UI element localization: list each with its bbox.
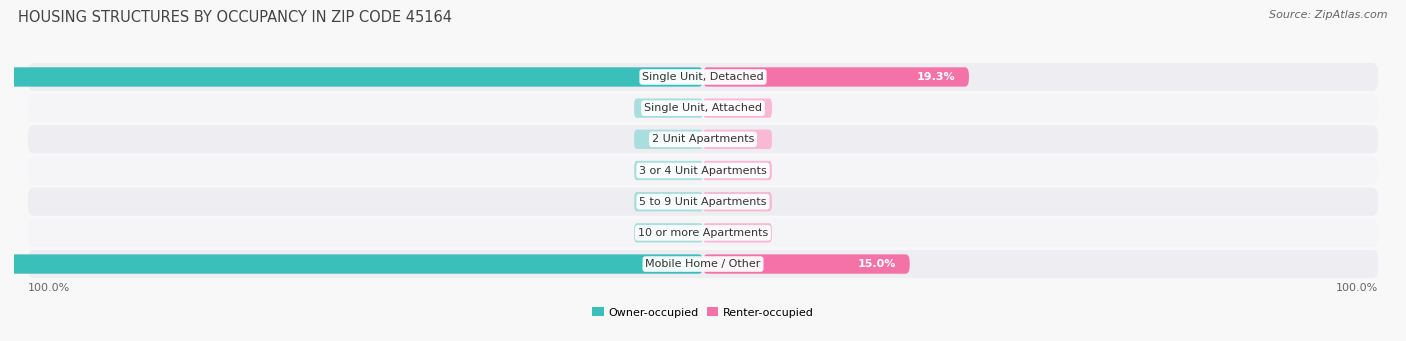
FancyBboxPatch shape — [634, 161, 703, 180]
Text: HOUSING STRUCTURES BY OCCUPANCY IN ZIP CODE 45164: HOUSING STRUCTURES BY OCCUPANCY IN ZIP C… — [18, 10, 453, 25]
Text: 10 or more Apartments: 10 or more Apartments — [638, 228, 768, 238]
Text: 0.0%: 0.0% — [654, 103, 682, 113]
FancyBboxPatch shape — [28, 219, 1378, 247]
FancyBboxPatch shape — [634, 130, 703, 149]
Text: 100.0%: 100.0% — [28, 283, 70, 293]
Text: Single Unit, Attached: Single Unit, Attached — [644, 103, 762, 113]
Text: 0.0%: 0.0% — [724, 228, 752, 238]
FancyBboxPatch shape — [28, 125, 1378, 153]
Text: Single Unit, Detached: Single Unit, Detached — [643, 72, 763, 82]
Text: 100.0%: 100.0% — [1336, 283, 1378, 293]
FancyBboxPatch shape — [703, 99, 772, 118]
Text: 0.0%: 0.0% — [724, 197, 752, 207]
Legend: Owner-occupied, Renter-occupied: Owner-occupied, Renter-occupied — [588, 303, 818, 322]
FancyBboxPatch shape — [28, 250, 1378, 278]
FancyBboxPatch shape — [703, 223, 772, 242]
Text: 0.0%: 0.0% — [724, 165, 752, 176]
FancyBboxPatch shape — [703, 254, 910, 274]
Text: 19.3%: 19.3% — [917, 72, 955, 82]
FancyBboxPatch shape — [0, 254, 703, 274]
FancyBboxPatch shape — [703, 161, 772, 180]
FancyBboxPatch shape — [0, 67, 703, 87]
Text: 0.0%: 0.0% — [654, 197, 682, 207]
FancyBboxPatch shape — [634, 223, 703, 242]
FancyBboxPatch shape — [28, 94, 1378, 122]
FancyBboxPatch shape — [28, 157, 1378, 184]
Text: 2 Unit Apartments: 2 Unit Apartments — [652, 134, 754, 144]
FancyBboxPatch shape — [703, 67, 969, 87]
Text: 0.0%: 0.0% — [654, 228, 682, 238]
FancyBboxPatch shape — [634, 99, 703, 118]
FancyBboxPatch shape — [28, 188, 1378, 216]
Text: 0.0%: 0.0% — [654, 165, 682, 176]
FancyBboxPatch shape — [703, 192, 772, 211]
Text: 3 or 4 Unit Apartments: 3 or 4 Unit Apartments — [640, 165, 766, 176]
Text: 5 to 9 Unit Apartments: 5 to 9 Unit Apartments — [640, 197, 766, 207]
Text: 0.0%: 0.0% — [724, 134, 752, 144]
FancyBboxPatch shape — [28, 63, 1378, 91]
FancyBboxPatch shape — [634, 192, 703, 211]
Text: Mobile Home / Other: Mobile Home / Other — [645, 259, 761, 269]
FancyBboxPatch shape — [703, 130, 772, 149]
Text: Source: ZipAtlas.com: Source: ZipAtlas.com — [1270, 10, 1388, 20]
Text: 15.0%: 15.0% — [858, 259, 896, 269]
Text: 0.0%: 0.0% — [724, 103, 752, 113]
Text: 0.0%: 0.0% — [654, 134, 682, 144]
